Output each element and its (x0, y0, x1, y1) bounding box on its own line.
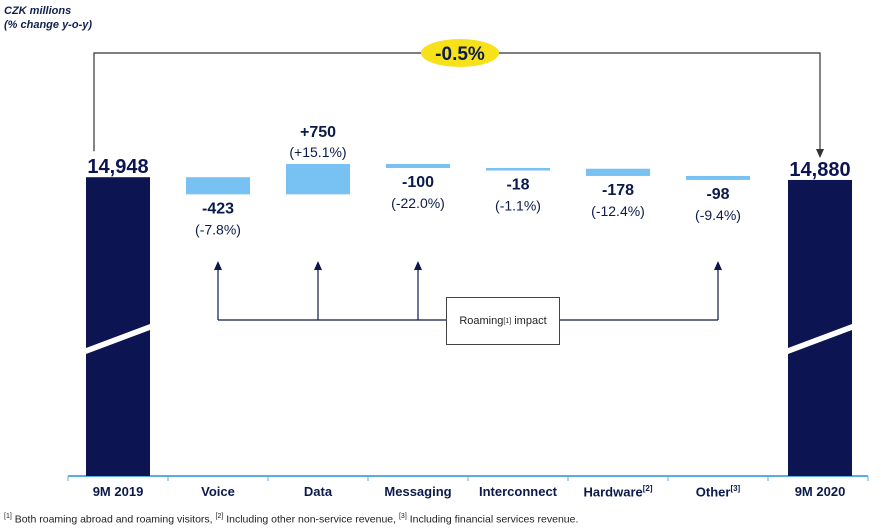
start-value-label: 14,948 (87, 156, 148, 178)
delta-bar (186, 177, 250, 195)
category-name: Hardware (583, 484, 643, 500)
delta-pct-label: (-9.4%) (695, 207, 741, 223)
category-label: Messaging (368, 484, 468, 499)
delta-value-label: -178 (602, 182, 634, 199)
delta-bar (586, 168, 650, 176)
delta-value-label: -98 (706, 186, 729, 203)
category-name: Messaging (384, 484, 452, 499)
footnote-sup-1: [1] (4, 513, 12, 520)
unit-line-1: CZK millions (4, 5, 72, 17)
category-name: Interconnect (478, 484, 557, 499)
category-name: Voice (201, 484, 235, 499)
bracket-arrow-head (816, 148, 824, 158)
category-label: Voice (168, 484, 268, 499)
category-label: Other[3] (668, 484, 768, 499)
category-label: Interconnect (468, 484, 568, 499)
footnote-text-2: Including other non-service revenue, (223, 513, 399, 526)
roaming-impact-box: Roaming [1] impact (446, 297, 560, 345)
category-label: 9M 2020 (770, 484, 870, 499)
delta-value-label: +750 (300, 124, 336, 141)
delta-bar (286, 163, 350, 195)
footnote-text-3: Including financial services revenue. (406, 513, 579, 526)
category-name: 9M 2019 (92, 484, 144, 499)
axis-break-slash (788, 324, 852, 354)
roaming-arrow-head (314, 261, 322, 270)
category-name: Other (695, 484, 731, 500)
total-change-badge (421, 39, 499, 67)
footnote-sup-2: [2] (215, 513, 224, 520)
start-total-bar (86, 177, 150, 476)
roaming-sup: [1] (503, 317, 512, 325)
end-value-label: 14,880 (789, 159, 850, 181)
category-footnote-ref: [3] (730, 484, 741, 493)
delta-pct-label: (-22.0%) (391, 195, 445, 211)
roaming-arrow-head (214, 261, 222, 270)
total-change-label: -0.5% (435, 44, 485, 65)
delta-value-label: -100 (402, 174, 434, 191)
axis-break-slash (86, 324, 150, 354)
category-label: Hardware[2] (568, 484, 668, 499)
category-name: 9M 2020 (794, 484, 846, 499)
category-name: Data (303, 484, 333, 499)
roaming-suffix: impact (511, 315, 547, 327)
delta-value-label: -18 (506, 177, 529, 194)
delta-value-label: -423 (202, 200, 234, 217)
footnote-sup-3: [3] (398, 513, 407, 520)
roaming-arrow-head (414, 261, 422, 270)
category-label: Data (268, 484, 368, 499)
delta-pct-label: (-12.4%) (591, 203, 645, 219)
category-footnote-ref: [2] (642, 484, 653, 493)
total-change-bracket (93, 52, 821, 152)
category-label: 9M 2019 (68, 484, 168, 499)
roaming-prefix: Roaming (459, 315, 504, 327)
delta-pct-label: (-1.1%) (495, 198, 541, 214)
footnote-text-1: Both roaming abroad and roaming visitors… (11, 513, 216, 526)
roaming-arrow-head (714, 261, 722, 270)
footnote: [1] Both roaming abroad and roaming visi… (4, 513, 578, 526)
end-total-bar (788, 179, 852, 476)
delta-bar (486, 168, 550, 171)
delta-bar (386, 163, 450, 169)
delta-bar (686, 175, 750, 180)
delta-pct-label: (-7.8%) (195, 221, 241, 237)
delta-pct-label: (+15.1%) (289, 144, 346, 160)
unit-line-2: (% change y-o-y) (4, 19, 93, 31)
